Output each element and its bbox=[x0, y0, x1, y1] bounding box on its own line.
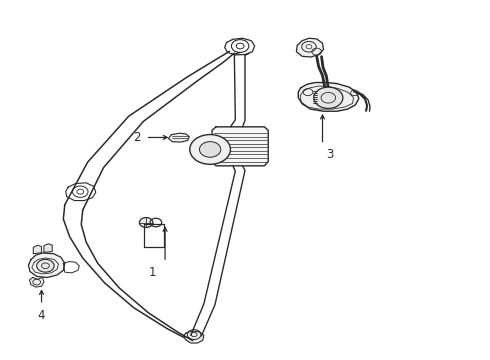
Text: 1: 1 bbox=[148, 266, 156, 279]
Polygon shape bbox=[296, 38, 323, 57]
Circle shape bbox=[199, 141, 221, 157]
Polygon shape bbox=[169, 133, 189, 142]
Circle shape bbox=[37, 260, 54, 272]
Polygon shape bbox=[33, 245, 42, 254]
Polygon shape bbox=[184, 331, 204, 343]
Circle shape bbox=[314, 87, 343, 108]
Polygon shape bbox=[44, 244, 52, 252]
Polygon shape bbox=[29, 278, 44, 287]
Circle shape bbox=[139, 217, 153, 228]
Text: 4: 4 bbox=[38, 309, 45, 322]
Polygon shape bbox=[298, 82, 359, 111]
Text: 2: 2 bbox=[133, 131, 140, 144]
Circle shape bbox=[190, 135, 230, 164]
Polygon shape bbox=[212, 127, 268, 166]
Polygon shape bbox=[28, 253, 65, 278]
Text: 3: 3 bbox=[326, 148, 334, 161]
